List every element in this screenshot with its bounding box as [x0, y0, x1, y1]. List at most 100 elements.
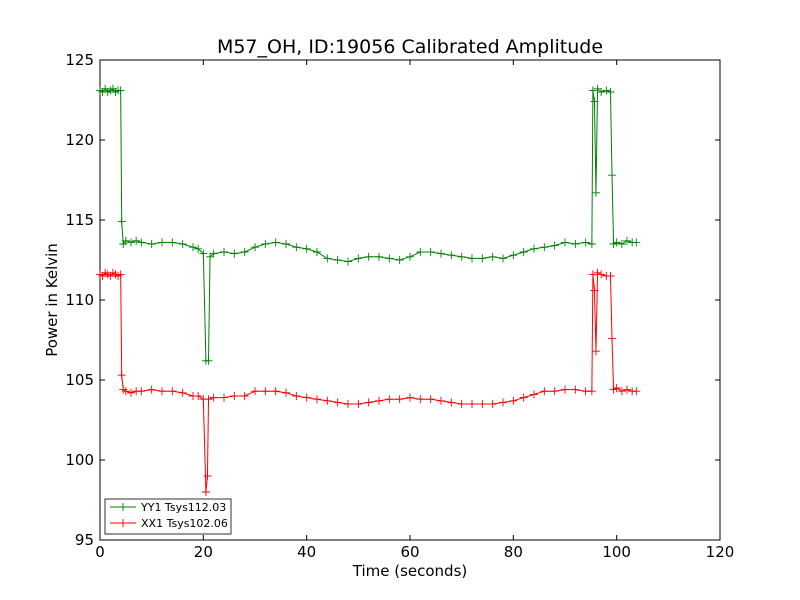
- data-point-marker: [375, 252, 383, 261]
- data-point-marker: [168, 238, 177, 247]
- data-point-marker: [220, 248, 228, 256]
- legend-swatch-marker: [119, 503, 127, 511]
- data-point-marker: [499, 398, 507, 407]
- data-point-marker: [550, 241, 559, 250]
- data-point-marker: [587, 240, 596, 248]
- data-point-marker: [632, 238, 641, 247]
- y-tick-label: 110: [65, 291, 94, 309]
- data-point-marker: [588, 86, 597, 95]
- data-point-marker: [468, 254, 476, 263]
- data-point-marker: [292, 392, 301, 400]
- plot-area: [96, 59, 721, 541]
- y-tick-label: 115: [65, 211, 94, 229]
- data-point-marker: [488, 252, 497, 261]
- data-point-marker: [588, 270, 597, 279]
- x-tick-label: 0: [95, 543, 105, 561]
- data-point-marker: [406, 393, 414, 402]
- data-point-marker: [194, 392, 203, 400]
- data-point-marker: [364, 252, 373, 261]
- data-point-marker: [447, 398, 456, 407]
- data-point-marker: [597, 88, 606, 96]
- data-point-marker: [121, 236, 130, 245]
- chart-title: M57_OH, ID:19056 Calibrated Amplitude: [217, 36, 603, 58]
- data-point-marker: [571, 240, 580, 248]
- data-point-marker: [127, 388, 135, 397]
- data-point-marker: [447, 251, 456, 260]
- plot-frame: [99, 59, 721, 541]
- data-point-marker: [416, 248, 425, 256]
- data-point-marker: [602, 86, 611, 95]
- data-point-marker: [437, 396, 445, 405]
- data-point-marker: [302, 244, 311, 253]
- data-point-marker: [189, 243, 197, 252]
- data-point-marker: [240, 392, 249, 400]
- data-point-marker: [587, 387, 596, 396]
- data-point-marker: [178, 240, 187, 248]
- legend: YY1 Tsys112.03 XX1 Tsys102.06: [104, 498, 232, 535]
- data-point-marker: [201, 488, 210, 496]
- data-point-marker: [593, 84, 602, 93]
- data-point-marker: [251, 387, 259, 396]
- data-point-marker: [561, 385, 569, 394]
- data-point-marker: [199, 249, 208, 258]
- series-layer: [96, 84, 641, 496]
- data-point-marker: [385, 395, 394, 404]
- data-point-marker: [313, 395, 321, 404]
- data-point-marker: [271, 238, 280, 247]
- data-point-marker: [590, 97, 599, 106]
- data-point-marker: [617, 387, 626, 396]
- legend-label: XX1 Tsys102.06: [141, 517, 228, 530]
- data-point-marker: [344, 400, 352, 408]
- data-point-marker: [132, 236, 141, 245]
- data-point-marker: [364, 398, 373, 407]
- series-2: [96, 268, 641, 496]
- legend-label: YY1 Tsys112.03: [140, 501, 226, 514]
- data-point-marker: [292, 243, 301, 252]
- data-point-marker: [204, 395, 213, 404]
- data-point-marker: [282, 240, 290, 248]
- data-point-marker: [612, 384, 621, 392]
- data-point-marker: [240, 248, 249, 256]
- tick-layer: [99, 59, 721, 541]
- data-point-marker: [571, 385, 580, 394]
- x-tick-label: 80: [504, 543, 523, 561]
- data-point-marker: [406, 252, 414, 261]
- data-point-marker: [488, 400, 497, 408]
- data-point-marker: [194, 244, 203, 253]
- data-point-marker: [344, 257, 352, 266]
- data-point-marker: [209, 249, 218, 258]
- x-tick-label: 100: [602, 543, 631, 561]
- data-point-marker: [416, 395, 425, 404]
- x-tick-label: 120: [706, 543, 735, 561]
- data-point-marker: [271, 387, 280, 396]
- data-point-marker: [457, 400, 466, 408]
- y-axis-label: Power in Kelvin: [43, 243, 61, 357]
- y-tick-label: 105: [65, 371, 94, 389]
- data-point-marker: [333, 256, 342, 264]
- legend-swatch-marker: [119, 519, 127, 527]
- data-point-marker: [230, 249, 239, 258]
- y-tick-label: 125: [65, 51, 94, 69]
- data-point-marker: [333, 398, 342, 407]
- data-point-marker: [540, 387, 549, 396]
- data-point-marker: [519, 393, 528, 402]
- data-point-marker: [375, 396, 383, 405]
- data-point-marker: [632, 387, 641, 396]
- data-point-marker: [206, 252, 215, 261]
- data-point-marker: [593, 268, 602, 277]
- data-point-marker: [178, 388, 187, 397]
- data-point-marker: [137, 387, 146, 396]
- data-point-marker: [313, 248, 321, 256]
- data-point-marker: [220, 393, 228, 402]
- y-tick-label: 100: [65, 451, 94, 469]
- data-point-marker: [282, 388, 290, 397]
- data-point-marker: [550, 387, 559, 396]
- data-point-marker: [354, 254, 363, 263]
- data-point-marker: [117, 371, 126, 380]
- data-point-marker: [116, 270, 125, 279]
- y-tick-label: 95: [75, 531, 94, 549]
- data-point-marker: [395, 256, 404, 264]
- data-point-marker: [530, 390, 538, 399]
- data-point-marker: [592, 347, 600, 356]
